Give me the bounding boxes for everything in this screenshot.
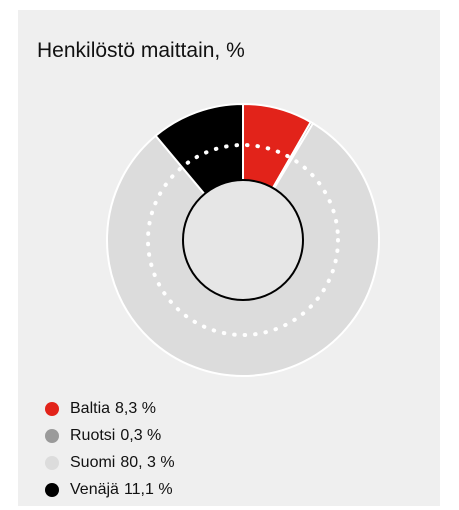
legend-label: Venäjä 11,1 % — [70, 481, 173, 498]
legend-value: 11,1 % — [124, 481, 173, 498]
legend-swatch — [45, 483, 59, 497]
legend-name: Venäjä — [70, 481, 119, 498]
legend-swatch — [45, 456, 59, 470]
legend-value: 8,3 % — [115, 400, 156, 417]
donut-hole — [182, 179, 304, 301]
legend-value: 0,3 % — [120, 427, 161, 444]
legend-value: 80, 3 % — [120, 454, 174, 471]
legend-swatch — [45, 429, 59, 443]
dotted-ring — [146, 143, 340, 337]
legend-name: Suomi — [70, 454, 115, 471]
donut — [106, 102, 380, 377]
legend-label: Baltia 8,3 % — [70, 400, 156, 417]
legend-label: Suomi 80, 3 % — [70, 454, 175, 471]
legend: Baltia 8,3 %Ruotsi 0,3 %Suomi 80, 3 %Venäjä… — [45, 400, 175, 498]
legend-name: Ruotsi — [70, 427, 115, 444]
legend-name: Baltia — [70, 400, 110, 417]
legend-swatch — [45, 402, 59, 416]
legend-label: Ruotsi 0,3 % — [70, 427, 161, 444]
chart-title: Henkilöstö maittain, % — [37, 39, 245, 62]
